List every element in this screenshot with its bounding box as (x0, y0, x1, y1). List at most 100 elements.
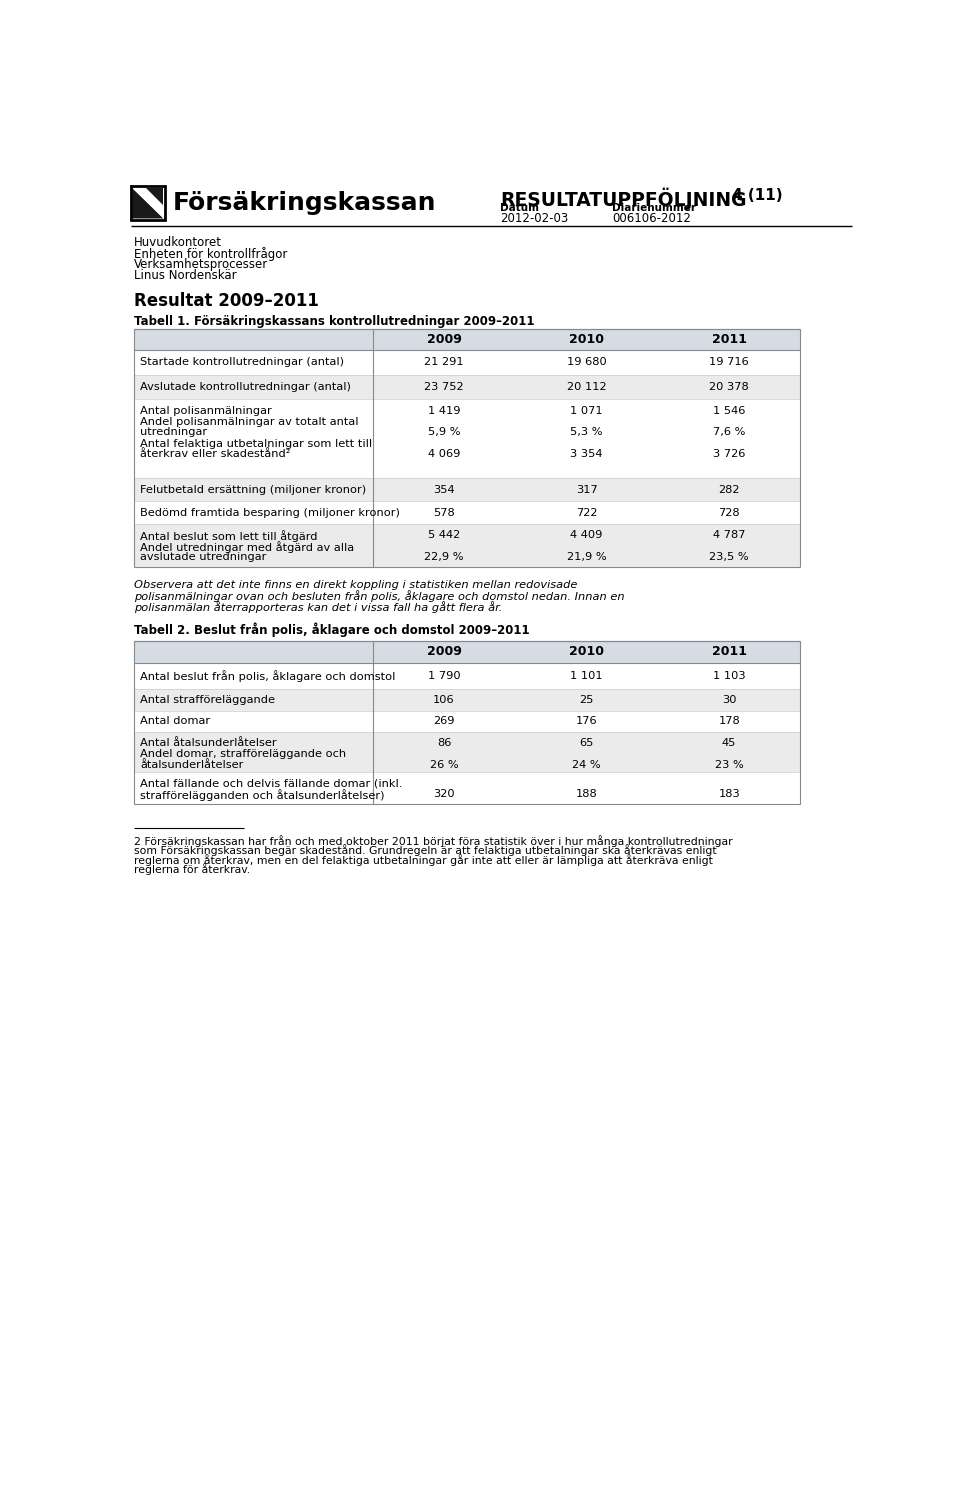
Bar (131, 186, 165, 220)
Text: 2010: 2010 (569, 333, 604, 346)
Text: 2009: 2009 (426, 645, 462, 659)
Text: Andel utredningar med åtgärd av alla: Andel utredningar med åtgärd av alla (140, 541, 354, 553)
Text: Antal åtalsunderlåtelser: Antal åtalsunderlåtelser (140, 738, 276, 748)
Text: reglerna för återkrav.: reglerna för återkrav. (134, 862, 250, 874)
Bar (134, 525, 801, 567)
Text: 23,5 %: 23,5 % (709, 552, 749, 562)
Text: 1 103: 1 103 (713, 671, 746, 681)
Text: 2012-02-03: 2012-02-03 (500, 211, 568, 225)
Text: 3 354: 3 354 (570, 449, 603, 459)
Text: Andel domar, strafföreläggande och: Andel domar, strafföreläggande och (140, 749, 347, 760)
Text: Enheten för kontrollfrågor: Enheten för kontrollfrågor (134, 247, 287, 260)
Text: polisanmälningar ovan och besluten från polis, åklagare och domstol nedan. Innan: polisanmälningar ovan och besluten från … (134, 590, 625, 602)
Bar (134, 663, 801, 688)
Text: 183: 183 (718, 788, 740, 799)
Bar (134, 329, 801, 349)
Text: 22,9 %: 22,9 % (424, 552, 464, 562)
Bar (134, 501, 801, 525)
Text: 24 %: 24 % (572, 760, 601, 770)
Text: 282: 282 (718, 485, 740, 495)
Text: 5 442: 5 442 (428, 531, 460, 540)
Bar (134, 711, 801, 732)
Text: Linus Nordenskär: Linus Nordenskär (134, 269, 236, 281)
Text: 23 752: 23 752 (424, 382, 464, 393)
Text: avslutade utredningar: avslutade utredningar (140, 552, 267, 562)
Text: 21 291: 21 291 (424, 357, 464, 367)
Text: 86: 86 (437, 738, 451, 748)
Text: 1 790: 1 790 (427, 671, 460, 681)
Polygon shape (132, 187, 163, 219)
Polygon shape (146, 187, 163, 205)
Text: som Försäkringskassan begär skadestånd. Grundregeln är att felaktiga utbetalning: som Försäkringskassan begär skadestånd. … (134, 845, 716, 857)
Text: 20 112: 20 112 (566, 382, 607, 393)
Text: 1 101: 1 101 (570, 671, 603, 681)
Text: Resultat 2009–2011: Resultat 2009–2011 (134, 293, 319, 311)
Text: Verksamhetsprocesser: Verksamhetsprocesser (134, 257, 268, 271)
Bar (134, 375, 801, 400)
Text: 26 %: 26 % (430, 760, 458, 770)
Text: Felutbetald ersättning (miljoner kronor): Felutbetald ersättning (miljoner kronor) (140, 485, 367, 495)
Text: 1 419: 1 419 (428, 406, 460, 415)
Text: 578: 578 (433, 507, 455, 517)
Text: 19 716: 19 716 (709, 357, 749, 367)
Text: Antal beslut som lett till åtgärd: Antal beslut som lett till åtgärd (140, 531, 318, 543)
Text: 2 Försäkringskassan har från och med oktober 2011 börjat föra statistik över i h: 2 Försäkringskassan har från och med okt… (134, 836, 732, 848)
Text: Bedömd framtida besparing (miljoner kronor): Bedömd framtida besparing (miljoner kron… (140, 507, 400, 517)
Text: 3 726: 3 726 (713, 449, 745, 459)
Text: 45: 45 (722, 738, 736, 748)
Text: 23 %: 23 % (715, 760, 744, 770)
Text: Datum: Datum (500, 204, 539, 213)
Bar (134, 732, 801, 772)
Text: 1 071: 1 071 (570, 406, 603, 415)
Text: 21,9 %: 21,9 % (566, 552, 607, 562)
Text: Antal domar: Antal domar (140, 717, 210, 726)
Text: 317: 317 (576, 485, 597, 495)
Text: RESULTATUPPFÖLJNING: RESULTATUPPFÖLJNING (500, 187, 746, 210)
Text: Tabell 1. Försäkringskassans kontrollutredningar 2009–2011: Tabell 1. Försäkringskassans kontrollutr… (134, 315, 535, 329)
Text: 7,6 %: 7,6 % (713, 427, 745, 437)
Text: strafförelägganden och åtalsunderlåtelser): strafförelägganden och åtalsunderlåtelse… (140, 788, 385, 800)
Text: utredningar: utredningar (140, 427, 207, 437)
Bar (134, 772, 801, 804)
Text: 4 (11): 4 (11) (732, 187, 782, 202)
Text: 722: 722 (576, 507, 597, 517)
Text: 006106-2012: 006106-2012 (612, 211, 691, 225)
Text: Antal strafföreläggande: Antal strafföreläggande (140, 694, 276, 705)
Text: Försäkringskassan: Försäkringskassan (173, 192, 436, 216)
Text: 106: 106 (433, 694, 455, 705)
Text: 4 409: 4 409 (570, 531, 603, 540)
Text: 5,3 %: 5,3 % (570, 427, 603, 437)
Text: 354: 354 (433, 485, 455, 495)
Text: 728: 728 (718, 507, 740, 517)
Text: Avslutade kontrollutredningar (antal): Avslutade kontrollutredningar (antal) (140, 382, 351, 393)
Text: 2011: 2011 (711, 333, 747, 346)
Text: 30: 30 (722, 694, 736, 705)
Text: 2009: 2009 (426, 333, 462, 346)
Text: 269: 269 (433, 717, 455, 726)
Text: åtalsunderlåtelser: åtalsunderlåtelser (140, 760, 244, 770)
Text: 4 069: 4 069 (428, 449, 460, 459)
Text: återkrav eller skadestånd²: återkrav eller skadestånd² (140, 449, 291, 459)
Text: 188: 188 (576, 788, 597, 799)
Text: 19 680: 19 680 (566, 357, 607, 367)
Text: polisanmälan återrapporteras kan det i vissa fall ha gått flera år.: polisanmälan återrapporteras kan det i v… (134, 601, 502, 613)
Bar (134, 349, 801, 375)
Text: Tabell 2. Beslut från polis, åklagare och domstol 2009–2011: Tabell 2. Beslut från polis, åklagare oc… (134, 623, 530, 638)
Text: Observera att det inte finns en direkt koppling i statistiken mellan redovisade: Observera att det inte finns en direkt k… (134, 580, 577, 590)
Text: reglerna om återkrav, men en del felaktiga utbetalningar går inte att eller är l: reglerna om återkrav, men en del felakti… (134, 854, 713, 865)
Text: 4 787: 4 787 (713, 531, 745, 540)
Text: 5,9 %: 5,9 % (428, 427, 460, 437)
Text: 176: 176 (576, 717, 597, 726)
Bar (134, 400, 801, 477)
Text: Diarienummer: Diarienummer (612, 204, 696, 213)
Text: Startade kontrollutredningar (antal): Startade kontrollutredningar (antal) (140, 357, 344, 367)
Text: Antal polisanmälningar: Antal polisanmälningar (140, 406, 272, 415)
Text: Andel polisanmälningar av totalt antal: Andel polisanmälningar av totalt antal (140, 416, 359, 427)
Polygon shape (132, 187, 163, 219)
Text: Antal fällande och delvis fällande domar (inkl.: Antal fällande och delvis fällande domar… (140, 778, 402, 788)
Text: 2010: 2010 (569, 645, 604, 659)
Bar (134, 688, 801, 711)
Bar (134, 477, 801, 501)
Text: 178: 178 (718, 717, 740, 726)
Text: Antal beslut från polis, åklagare och domstol: Antal beslut från polis, åklagare och do… (140, 671, 396, 683)
